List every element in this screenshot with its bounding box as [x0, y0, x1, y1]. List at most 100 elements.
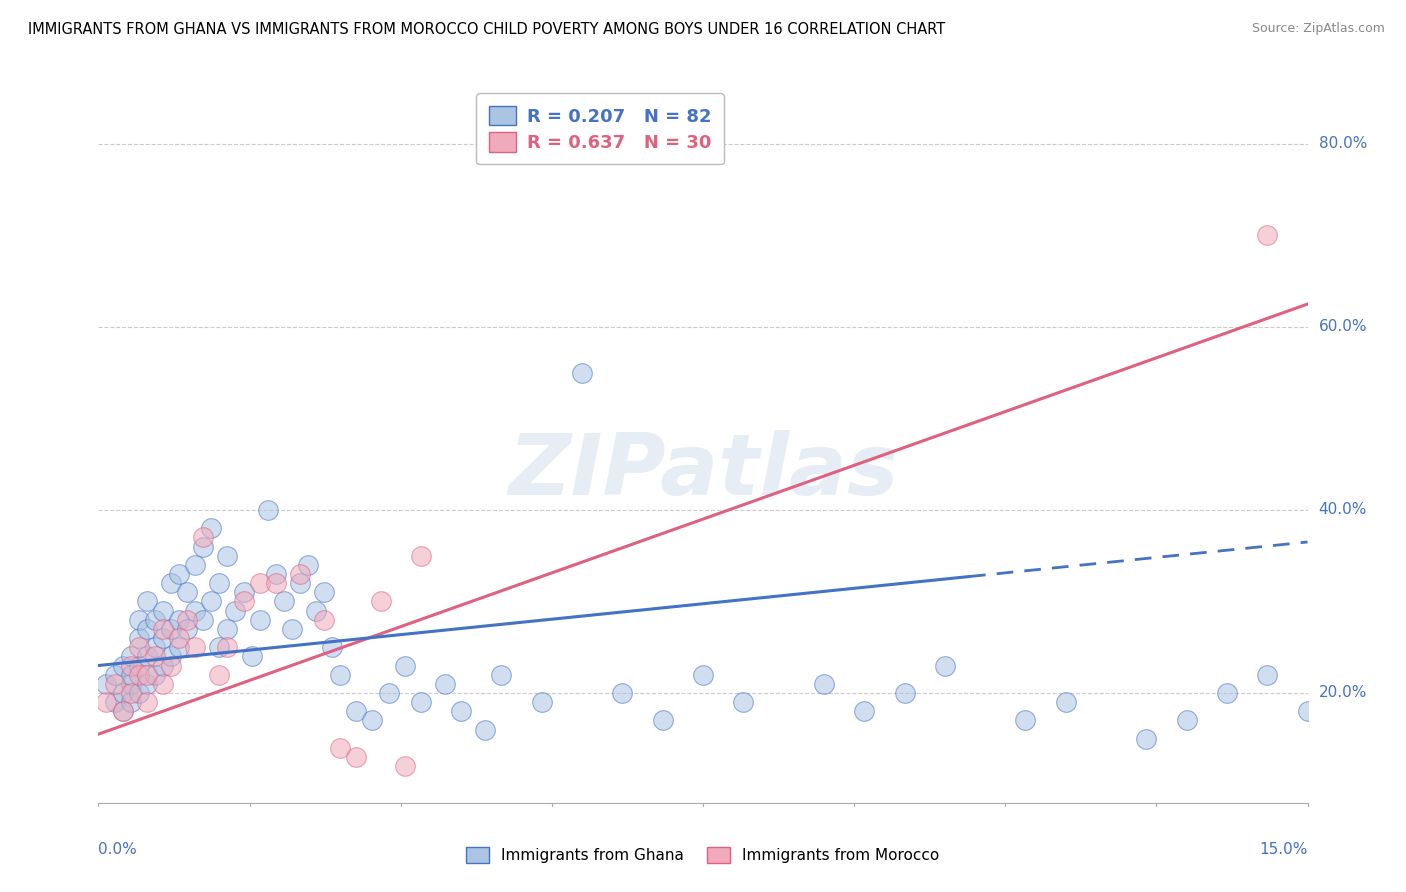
Point	[208, 640, 231, 655]
Point	[530, 695, 553, 709]
Text: 20.0%: 20.0%	[1319, 685, 1367, 700]
Point	[128, 613, 150, 627]
Point	[120, 667, 142, 681]
Point	[409, 549, 432, 563]
Point	[1256, 228, 1278, 243]
Point	[409, 695, 432, 709]
Text: 40.0%: 40.0%	[1319, 502, 1367, 517]
Point	[135, 695, 157, 709]
Point	[264, 567, 287, 582]
Point	[96, 677, 118, 691]
Point	[1054, 695, 1077, 709]
Point	[1216, 686, 1239, 700]
Point	[1014, 714, 1036, 728]
Point	[176, 622, 198, 636]
Legend: R = 0.207   N = 82, R = 0.637   N = 30: R = 0.207 N = 82, R = 0.637 N = 30	[477, 93, 724, 164]
Point	[152, 622, 174, 636]
Point	[128, 667, 150, 681]
Point	[135, 649, 157, 664]
Point	[184, 640, 207, 655]
Point	[813, 677, 835, 691]
Point	[200, 521, 222, 535]
Point	[893, 686, 915, 700]
Text: IMMIGRANTS FROM GHANA VS IMMIGRANTS FROM MOROCCO CHILD POVERTY AMONG BOYS UNDER : IMMIGRANTS FROM GHANA VS IMMIGRANTS FROM…	[28, 22, 945, 37]
Point	[934, 658, 956, 673]
Point	[377, 686, 399, 700]
Point	[193, 530, 215, 544]
Point	[96, 695, 118, 709]
Point	[612, 686, 634, 700]
Point	[692, 667, 714, 681]
Point	[111, 686, 134, 700]
Point	[264, 576, 287, 591]
Point	[193, 540, 215, 554]
Point	[208, 576, 231, 591]
Point	[128, 686, 150, 700]
Point	[160, 658, 183, 673]
Point	[305, 604, 328, 618]
Point	[329, 667, 352, 681]
Point	[314, 613, 336, 627]
Point	[103, 677, 125, 691]
Point	[288, 567, 311, 582]
Point	[120, 677, 142, 691]
Text: 60.0%: 60.0%	[1319, 319, 1367, 334]
Point	[1296, 704, 1319, 718]
Point	[167, 567, 190, 582]
Point	[217, 622, 239, 636]
Point	[167, 631, 190, 645]
Point	[1135, 731, 1157, 746]
Point	[128, 631, 150, 645]
Point	[167, 640, 190, 655]
Text: ZIPatlas: ZIPatlas	[508, 430, 898, 513]
Text: 0.0%: 0.0%	[98, 841, 138, 856]
Point	[450, 704, 472, 718]
Point	[103, 695, 125, 709]
Point	[152, 604, 174, 618]
Point	[733, 695, 755, 709]
Point	[152, 631, 174, 645]
Point	[256, 503, 278, 517]
Point	[128, 640, 150, 655]
Point	[167, 613, 190, 627]
Point	[329, 740, 352, 755]
Point	[120, 658, 142, 673]
Point	[160, 576, 183, 591]
Point	[152, 658, 174, 673]
Point	[160, 622, 183, 636]
Point	[297, 558, 319, 572]
Point	[128, 658, 150, 673]
Point	[273, 594, 295, 608]
Point	[176, 613, 198, 627]
Point	[120, 695, 142, 709]
Point	[217, 549, 239, 563]
Point	[111, 658, 134, 673]
Point	[434, 677, 457, 691]
Point	[111, 704, 134, 718]
Point	[249, 613, 271, 627]
Point	[224, 604, 246, 618]
Point	[232, 594, 254, 608]
Point	[240, 649, 263, 664]
Point	[193, 613, 215, 627]
Point	[135, 677, 157, 691]
Point	[474, 723, 496, 737]
Text: Source: ZipAtlas.com: Source: ZipAtlas.com	[1251, 22, 1385, 36]
Point	[103, 667, 125, 681]
Text: 80.0%: 80.0%	[1319, 136, 1367, 152]
Point	[200, 594, 222, 608]
Point	[135, 594, 157, 608]
Point	[281, 622, 304, 636]
Point	[143, 667, 166, 681]
Point	[370, 594, 392, 608]
Point	[491, 667, 513, 681]
Point	[217, 640, 239, 655]
Point	[571, 366, 593, 380]
Point	[249, 576, 271, 591]
Point	[344, 704, 367, 718]
Point	[135, 667, 157, 681]
Point	[853, 704, 876, 718]
Point	[143, 640, 166, 655]
Point	[232, 585, 254, 599]
Point	[120, 649, 142, 664]
